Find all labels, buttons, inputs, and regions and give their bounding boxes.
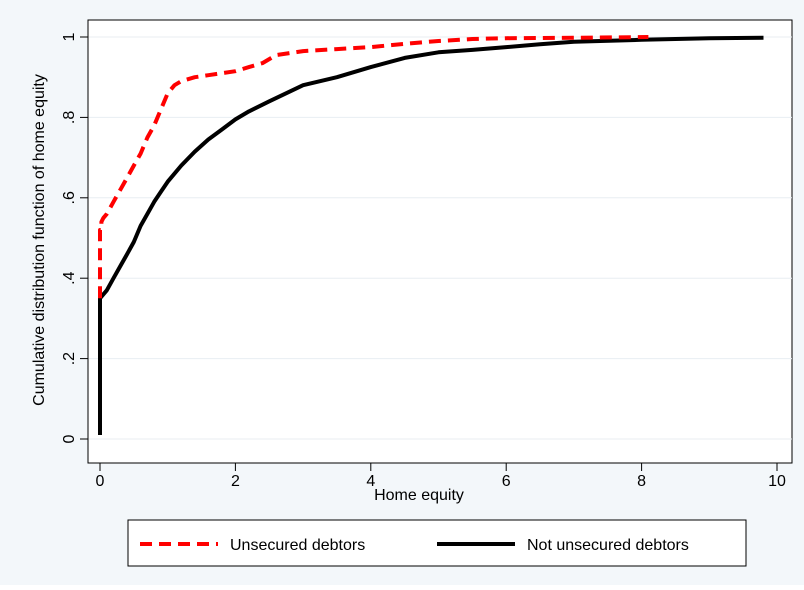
grid-lines <box>88 36 792 440</box>
y-tick-label: 0 <box>61 434 78 443</box>
y-axis-label: Cumulative distribution function of home… <box>31 74 48 406</box>
y-tick-label: .4 <box>61 271 78 284</box>
x-tick-label: 6 <box>502 473 511 490</box>
series-line-unsecured-debtors <box>98 35 649 299</box>
y-tick-label: 1 <box>61 32 78 41</box>
legend-label-not-unsecured: Not unsecured debtors <box>527 537 689 554</box>
legend-label-unsecured: Unsecured debtors <box>230 537 365 554</box>
x-tick-label: 10 <box>768 473 786 490</box>
plot-area <box>87 19 793 464</box>
x-tick-label: 2 <box>231 473 240 490</box>
x-tick-label: 4 <box>366 473 375 490</box>
legend: Unsecured debtors Not unsecured debtors <box>127 519 747 567</box>
y-tick-label: .8 <box>61 111 78 124</box>
axes <box>87 20 792 464</box>
x-tick-label: 0 <box>96 473 105 490</box>
y-tick-label: .2 <box>61 352 78 365</box>
series-lines <box>98 35 764 435</box>
x-ticks: 0 2 4 6 8 10 <box>96 463 786 490</box>
y-tick-label: .6 <box>61 191 78 204</box>
x-axis-label: Home equity <box>374 487 464 504</box>
y-ticks: 0 .2 .4 .6 .8 1 <box>61 32 88 443</box>
x-tick-label: 8 <box>637 473 646 490</box>
series-line-not-unsecured-debtors <box>98 35 764 435</box>
